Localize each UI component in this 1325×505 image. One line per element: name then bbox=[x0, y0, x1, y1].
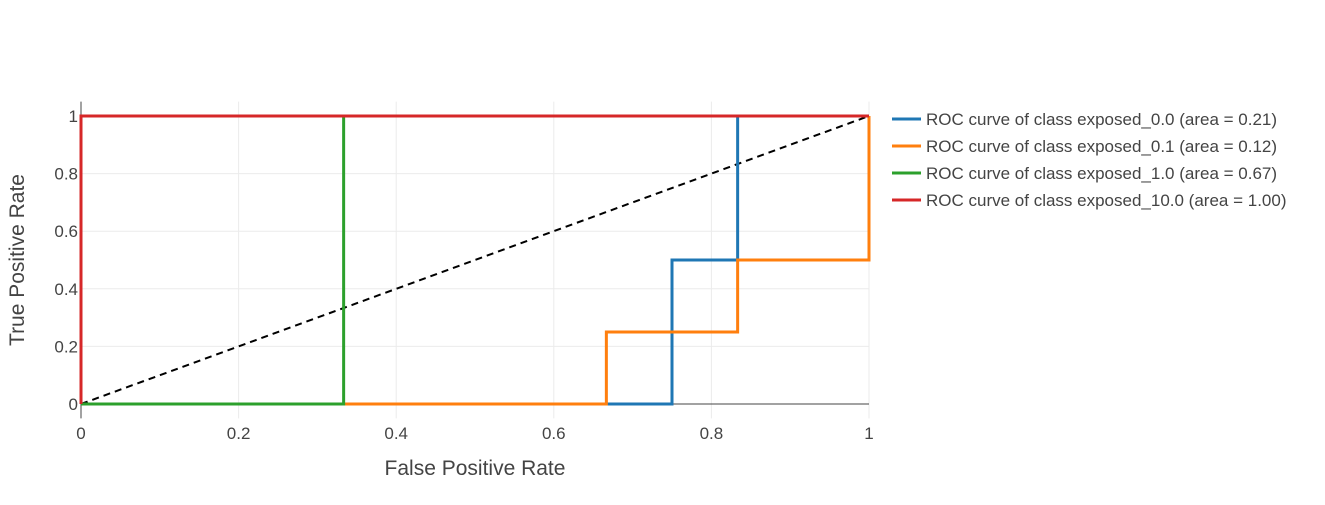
x-tick-label-4: 0.8 bbox=[700, 424, 724, 443]
legend-item-3[interactable]: ROC curve of class exposed_10.0 (area = … bbox=[892, 191, 1287, 210]
x-tick-label-1: 0.2 bbox=[227, 424, 251, 443]
legend-label-1: ROC curve of class exposed_0.1 (area = 0… bbox=[926, 137, 1277, 156]
series-layer bbox=[79, 114, 871, 406]
x-axis-title: False Positive Rate bbox=[385, 457, 566, 480]
legend-label-2: ROC curve of class exposed_1.0 (area = 0… bbox=[926, 164, 1277, 183]
y-tick-label-3: 0.6 bbox=[54, 222, 78, 241]
y-tick-label-2: 0.4 bbox=[54, 280, 78, 299]
y-tick-label-0: 0 bbox=[69, 395, 78, 414]
y-tick-label-1: 0.2 bbox=[54, 337, 78, 356]
legend-item-0[interactable]: ROC curve of class exposed_0.0 (area = 0… bbox=[892, 110, 1277, 129]
series-line-3 bbox=[79, 114, 869, 404]
y-axis-title: True Positive Rate bbox=[6, 174, 29, 346]
y-tick-label-5: 1 bbox=[69, 107, 78, 126]
legend-item-1[interactable]: ROC curve of class exposed_0.1 (area = 0… bbox=[892, 137, 1277, 156]
x-tick-label-2: 0.4 bbox=[384, 424, 408, 443]
legend-label-3: ROC curve of class exposed_10.0 (area = … bbox=[926, 191, 1287, 210]
legend-item-2[interactable]: ROC curve of class exposed_1.0 (area = 0… bbox=[892, 164, 1277, 183]
legend: ROC curve of class exposed_0.0 (area = 0… bbox=[892, 110, 1287, 210]
x-tick-label-5: 1 bbox=[864, 424, 873, 443]
y-tick-label-4: 0.8 bbox=[54, 165, 78, 184]
legend-label-0: ROC curve of class exposed_0.0 (area = 0… bbox=[926, 110, 1277, 129]
series-line-1 bbox=[81, 116, 871, 406]
x-tick-label-3: 0.6 bbox=[542, 424, 566, 443]
tick-layer: 0 0.2 0.4 0.6 0.8 1 0 0.2 0.4 0.6 0.8 1 bbox=[54, 107, 873, 443]
x-tick-label-0: 0 bbox=[76, 424, 85, 443]
